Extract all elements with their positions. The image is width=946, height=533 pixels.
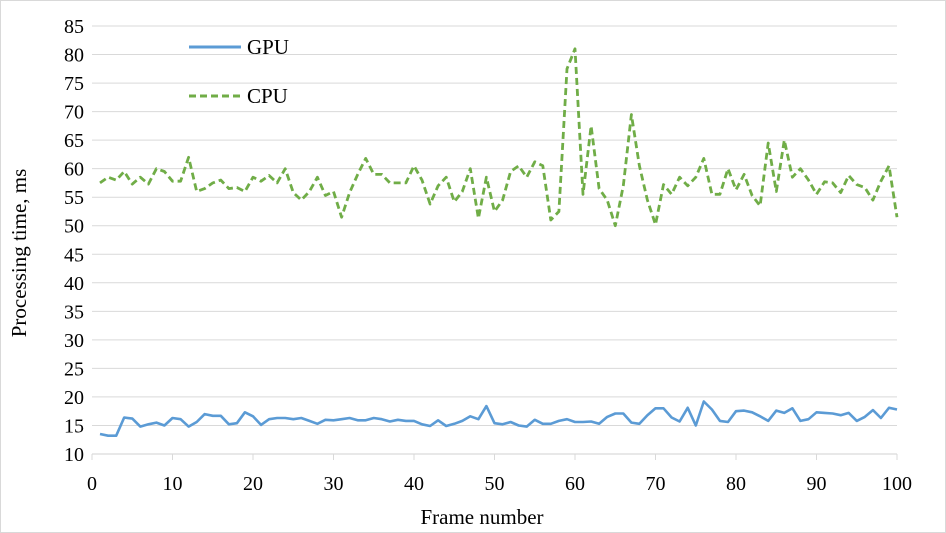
gridlines bbox=[92, 25, 897, 426]
y-tick-label: 75 bbox=[64, 73, 84, 95]
y-tick-label: 60 bbox=[64, 159, 84, 181]
y-tick-label: 65 bbox=[64, 130, 84, 152]
x-tick-label: 20 bbox=[243, 473, 263, 495]
x-tick-label: 70 bbox=[646, 473, 666, 495]
series-line-gpu bbox=[99, 400, 898, 438]
legend-label-gpu: GPU bbox=[247, 35, 289, 59]
x-tick-label: 40 bbox=[404, 473, 424, 495]
x-tick-label: 80 bbox=[726, 473, 746, 495]
x-tick-label: 0 bbox=[87, 473, 97, 495]
y-tick-label: 70 bbox=[64, 102, 84, 124]
y-tick-label: 50 bbox=[64, 216, 84, 238]
legend-label-cpu: CPU bbox=[247, 84, 288, 108]
y-tick-label: 55 bbox=[64, 187, 84, 209]
series-lines bbox=[99, 47, 899, 438]
x-tick-label: 10 bbox=[163, 473, 183, 495]
legend: GPU CPU bbox=[189, 35, 289, 108]
y-tick-label: 25 bbox=[64, 358, 84, 380]
y-tick-label: 85 bbox=[64, 16, 84, 38]
y-tick-label: 40 bbox=[64, 273, 84, 295]
y-tick-label: 45 bbox=[64, 244, 84, 266]
y-axis-title: Processing time, ms bbox=[7, 169, 31, 338]
y-tick-label: 20 bbox=[64, 387, 84, 409]
x-tick-label: 30 bbox=[324, 473, 344, 495]
y-tick-label: 10 bbox=[64, 444, 84, 466]
x-tick-label: 50 bbox=[485, 473, 505, 495]
y-tick-label: 15 bbox=[64, 415, 84, 437]
x-tick-label: 100 bbox=[882, 473, 912, 495]
x-tick-label: 60 bbox=[565, 473, 585, 495]
series-line-cpu bbox=[99, 47, 899, 228]
x-tick-label: 90 bbox=[807, 473, 827, 495]
y-tick-label: 30 bbox=[64, 330, 84, 352]
y-tick-label: 80 bbox=[64, 45, 84, 67]
axes bbox=[91, 453, 898, 460]
y-tick-label: 35 bbox=[64, 301, 84, 323]
x-axis-title: Frame number bbox=[420, 505, 543, 529]
